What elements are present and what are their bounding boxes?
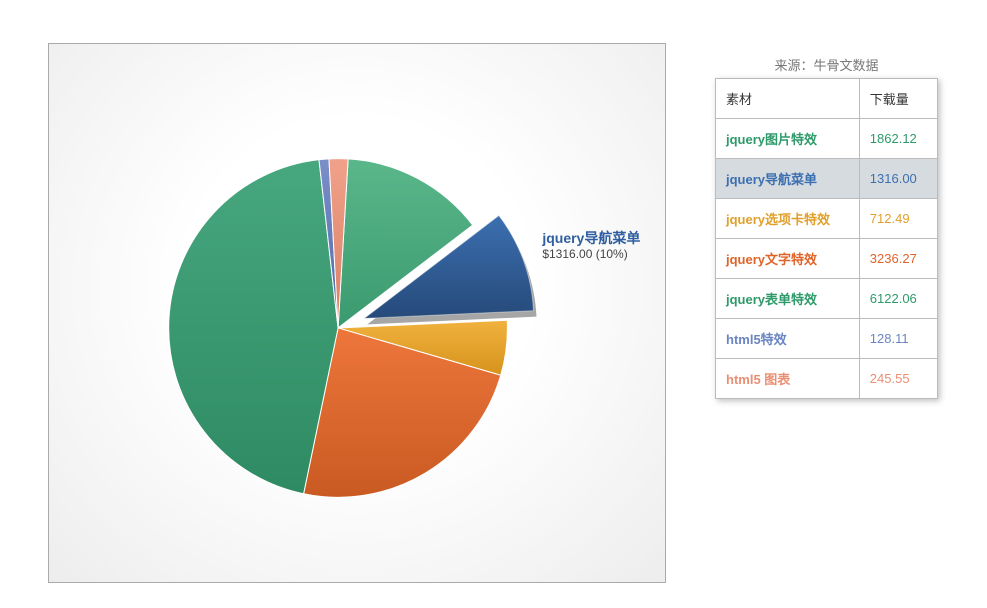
row-name: html5 图表 (716, 359, 860, 399)
row-value: 1862.12 (859, 119, 937, 159)
table-row[interactable]: jquery选项卡特效712.49 (716, 199, 938, 239)
row-name: html5特效 (716, 319, 860, 359)
table-row[interactable]: jquery表单特效6122.06 (716, 279, 938, 319)
data-table-panel: 来源：牛骨文数据 素材 下载量 jquery图片特效1862.12jquery导… (715, 55, 938, 399)
row-value: 3236.27 (859, 239, 937, 279)
row-value: 245.55 (859, 359, 937, 399)
table-header-row: 素材 下载量 (716, 79, 938, 119)
row-name: jquery图片特效 (716, 119, 860, 159)
row-name: jquery导航菜单 (716, 159, 860, 199)
row-name: jquery表单特效 (716, 279, 860, 319)
row-value: 128.11 (859, 319, 937, 359)
table-row[interactable]: jquery导航菜单1316.00 (716, 159, 938, 199)
table-row[interactable]: jquery图片特效1862.12 (716, 119, 938, 159)
row-value: 6122.06 (859, 279, 937, 319)
row-name: jquery文字特效 (716, 239, 860, 279)
row-name: jquery选项卡特效 (716, 199, 860, 239)
table-row[interactable]: html5 图表245.55 (716, 359, 938, 399)
table-row[interactable]: html5特效128.11 (716, 319, 938, 359)
pie-slice[interactable] (169, 160, 338, 494)
col-header-name: 素材 (716, 79, 860, 119)
table-row[interactable]: jquery文字特效3236.27 (716, 239, 938, 279)
pie-chart-panel: jquery导航菜单 $1316.00 (10%) (48, 43, 666, 583)
row-value: 712.49 (859, 199, 937, 239)
pie-chart[interactable] (49, 44, 665, 582)
row-value: 1316.00 (859, 159, 937, 199)
col-header-value: 下载量 (859, 79, 937, 119)
table-caption: 来源：牛骨文数据 (715, 55, 938, 74)
data-table: 素材 下载量 jquery图片特效1862.12jquery导航菜单1316.0… (715, 78, 938, 399)
